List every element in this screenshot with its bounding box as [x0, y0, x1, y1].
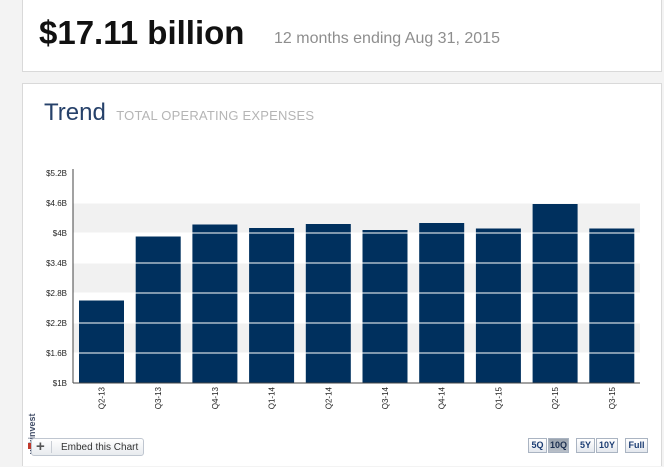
x-tick-label: Q3-13 — [154, 386, 163, 409]
range-5q-button[interactable]: 5Q — [528, 438, 547, 453]
y-tick-label: $1B — [53, 379, 67, 388]
range-10q-button[interactable]: 10Q — [548, 438, 569, 453]
x-tick-label: Q2-14 — [324, 386, 333, 409]
bar-chart: Q2-13 Q3-13 Q4-13 Q1-14 Q2-14 Q3-14 Q4-14 Q1-15… — [46, 169, 640, 409]
y-tick-label: $4.6B — [46, 199, 67, 208]
wikinvest-watermark: wikinvest — [27, 413, 37, 455]
summary-period: 12 months ending Aug 31, 2015 — [274, 30, 500, 47]
y-tick-label: $2.2B — [46, 319, 67, 328]
bar — [362, 230, 408, 383]
x-tick-label: Q3-15 — [608, 386, 617, 409]
trend-subtitle: TOTAL OPERATING EXPENSES — [116, 108, 315, 123]
x-tick-label: Q3-14 — [381, 386, 390, 409]
x-tick-label: Q4-13 — [211, 386, 220, 409]
x-tick-label: Q2-13 — [98, 386, 107, 409]
trend-title: Trend — [44, 99, 106, 126]
embed-separator — [51, 441, 52, 453]
x-tick-label: Q1-15 — [494, 386, 503, 409]
bar — [79, 300, 124, 383]
bar — [419, 223, 465, 383]
embed-chart-label: Embed this Chart — [61, 442, 139, 453]
embed-chart-button[interactable]: + Embed this Chart — [31, 438, 144, 456]
bar — [192, 224, 238, 383]
range-10y-button[interactable]: 10Y — [596, 438, 618, 453]
y-tick-label: $2.8B — [46, 289, 67, 298]
bar — [305, 224, 351, 383]
x-tick-label: Q4-14 — [438, 386, 447, 409]
y-tick-label: $1.6B — [46, 349, 67, 358]
bar — [475, 228, 521, 383]
trend-heading: Trend TOTAL OPERATING EXPENSES — [44, 99, 314, 127]
bar — [249, 228, 295, 383]
y-tick-label: $5.2B — [46, 169, 67, 178]
summary-card: $17.11 billion 12 months ending Aug 31, … — [22, 0, 662, 72]
range-5y-button[interactable]: 5Y — [576, 438, 595, 453]
bar — [135, 236, 181, 383]
x-tick-label: Q1-14 — [268, 386, 277, 409]
trend-card: Trend TOTAL OPERATING EXPENSES Q2-13 Q3-1… — [22, 83, 662, 466]
range-full-button[interactable]: Full — [625, 438, 648, 453]
plus-icon: + — [36, 438, 45, 455]
bar — [589, 228, 635, 383]
x-tick-label: Q2-15 — [551, 386, 560, 409]
summary-value: $17.11 billion — [39, 14, 245, 51]
y-tick-label: $4B — [53, 229, 67, 238]
y-tick-label: $3.4B — [46, 259, 67, 268]
